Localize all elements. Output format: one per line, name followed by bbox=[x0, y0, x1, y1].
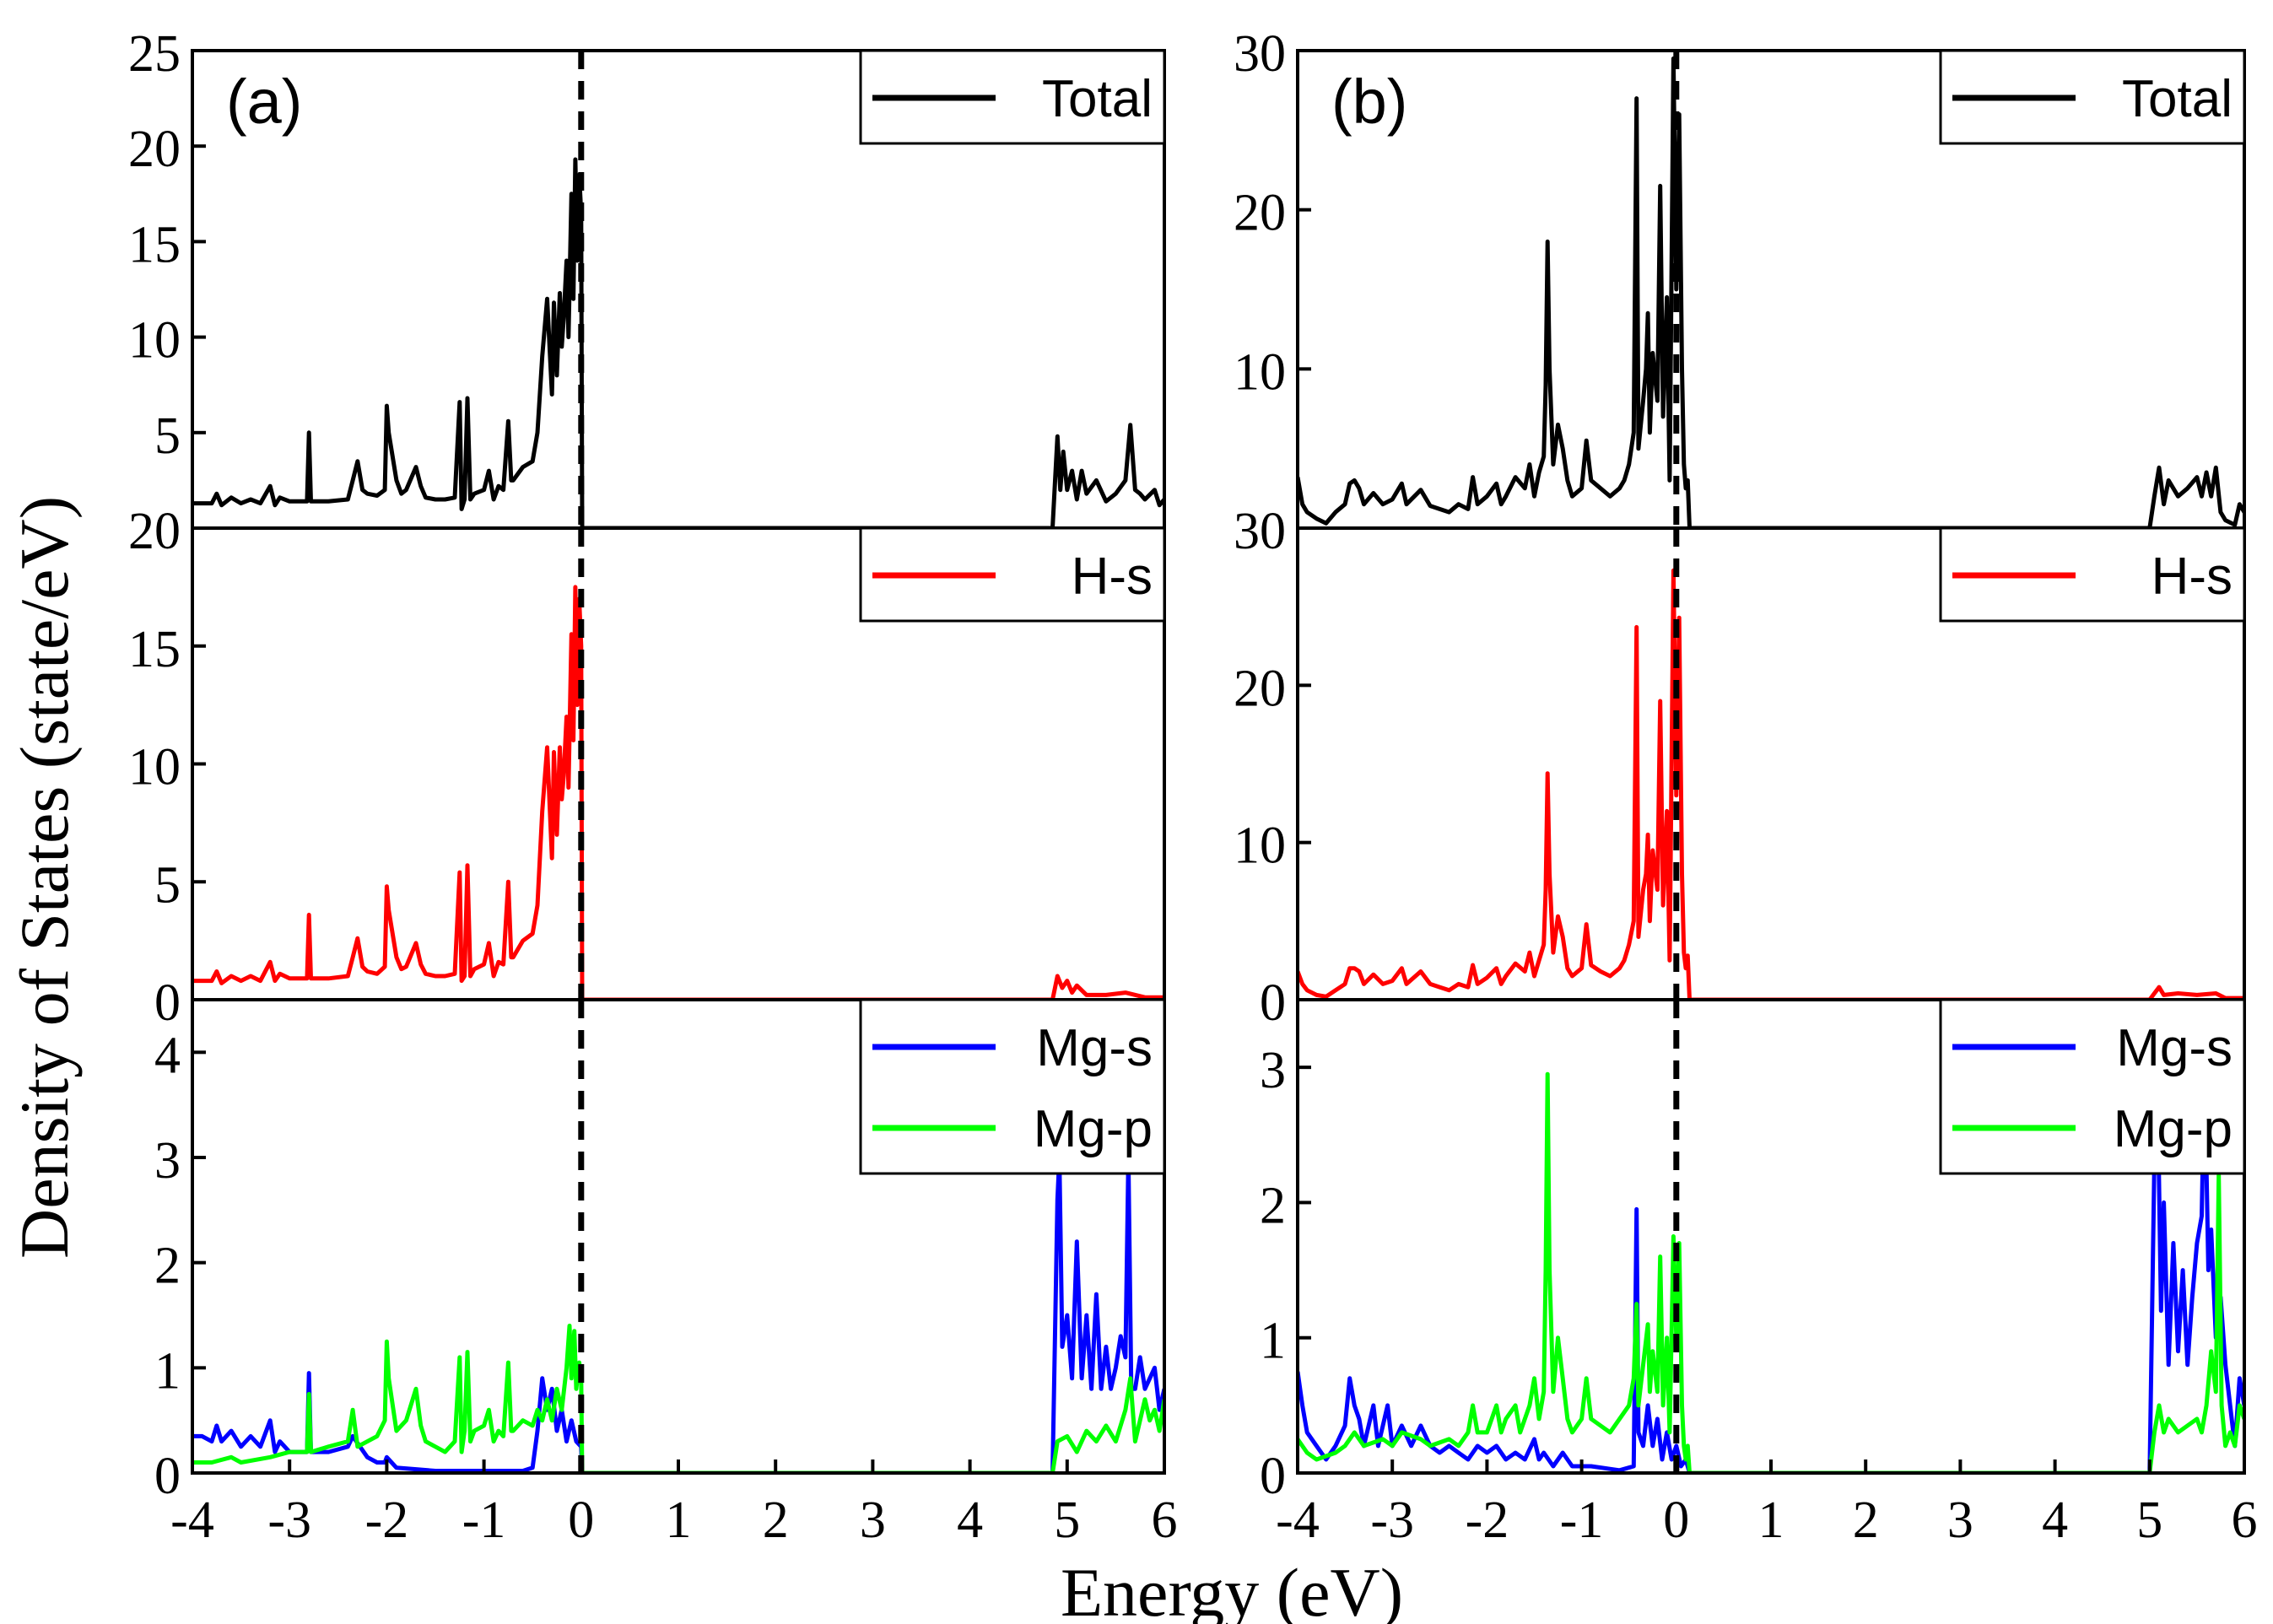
series-line-h-s bbox=[1298, 568, 2244, 1000]
y-tick-label: 25 bbox=[128, 25, 181, 83]
x-tick-label: 5 bbox=[2136, 1492, 2162, 1549]
y-tick-label: 2 bbox=[1260, 1177, 1286, 1234]
y-tick-label: 15 bbox=[128, 216, 181, 273]
legend-label-h-s: H-s bbox=[2152, 548, 2233, 606]
x-axis-label: Energy (eV) bbox=[1061, 1554, 1403, 1624]
y-tick-label: 10 bbox=[128, 739, 181, 796]
legend: H-s bbox=[859, 526, 1166, 623]
y-tick-label: 3 bbox=[1260, 1042, 1286, 1099]
x-tick-label: -2 bbox=[1466, 1492, 1509, 1549]
legend: Mg-s Mg-p bbox=[1939, 998, 2246, 1175]
x-tick-label: -3 bbox=[1370, 1492, 1414, 1549]
y-tick-label: 5 bbox=[154, 856, 181, 914]
panel-label: (b) bbox=[1331, 67, 1407, 137]
legend-box bbox=[1939, 998, 2246, 1175]
y-tick-label: 0 bbox=[1260, 1448, 1286, 1505]
y-tick-label: 0 bbox=[1260, 974, 1286, 1032]
x-tick-label: 6 bbox=[2232, 1492, 2258, 1549]
y-tick-label: 0 bbox=[154, 1448, 181, 1505]
x-tick-label: -1 bbox=[462, 1492, 506, 1549]
series-line-mg-p bbox=[192, 1324, 1164, 1473]
x-tick-label: 2 bbox=[763, 1492, 789, 1549]
x-tick-label: -1 bbox=[1560, 1492, 1604, 1549]
series-line-total bbox=[1298, 56, 2244, 528]
y-tick-label: 10 bbox=[128, 312, 181, 370]
subplot-b-1: 10 20 30 Total bbox=[1234, 25, 2246, 530]
legend-label-mg-s: Mg-s bbox=[2116, 1019, 2233, 1077]
legend-label-mg-p: Mg-p bbox=[2114, 1100, 2233, 1158]
legend: Total bbox=[859, 49, 1166, 145]
y-tick-label: 10 bbox=[1234, 343, 1286, 401]
series-line-mg-s bbox=[192, 1155, 1164, 1473]
x-tick-label: 3 bbox=[860, 1492, 886, 1549]
y-tick-label: 2 bbox=[154, 1238, 181, 1295]
y-tick-label: 10 bbox=[1234, 817, 1286, 875]
x-tick-label: 1 bbox=[666, 1492, 692, 1549]
x-tick-label: 0 bbox=[568, 1492, 594, 1549]
y-tick-label: 30 bbox=[1234, 503, 1286, 560]
legend-label-h-s: H-s bbox=[1072, 548, 1153, 606]
legend-label-total: Total bbox=[1042, 70, 1153, 128]
x-tick-label: 5 bbox=[1054, 1492, 1080, 1549]
legend-label-mg-s: Mg-s bbox=[1036, 1019, 1153, 1077]
subplot-a-2: 0 5 10 15 20 H-s bbox=[128, 503, 1166, 1032]
x-tick-label: 0 bbox=[1663, 1492, 1689, 1549]
series-line-total bbox=[192, 157, 1164, 528]
legend: H-s bbox=[1939, 526, 2246, 623]
x-tick-label: 4 bbox=[2042, 1492, 2068, 1549]
legend-label-mg-p: Mg-p bbox=[1034, 1100, 1153, 1158]
y-axis-label: Density of States (state/eV) bbox=[6, 496, 83, 1259]
series-line-mg-p bbox=[1298, 1071, 2244, 1473]
legend: Mg-s Mg-p bbox=[859, 998, 1166, 1175]
y-tick-label: 30 bbox=[1234, 25, 1286, 83]
x-tick-label: -3 bbox=[267, 1492, 311, 1549]
x-tick-label: -4 bbox=[170, 1492, 214, 1549]
y-tick-label: 4 bbox=[154, 1027, 181, 1084]
legend: Total bbox=[1939, 49, 2246, 145]
x-tick-label: 1 bbox=[1758, 1492, 1784, 1549]
y-tick-label: 5 bbox=[154, 407, 181, 465]
y-tick-label: 1 bbox=[154, 1342, 181, 1400]
x-tick-label: 6 bbox=[1152, 1492, 1178, 1549]
x-tick-label: 2 bbox=[1853, 1492, 1879, 1549]
y-tick-label: 0 bbox=[154, 974, 181, 1032]
subplot-b-3: 0 1 2 3 Mg-s Mg-p -4 -3 -2 -1 0 1 2 3 4 5 6 bbox=[1260, 998, 2258, 1549]
panel-label: (a) bbox=[226, 67, 302, 137]
x-tick-label: 3 bbox=[1947, 1492, 1973, 1549]
subplot-a-3: 0 1 2 3 4 Mg-s Mg-p -4 -3 -2 -1 0 1 2 3 4 5 6 bbox=[154, 998, 1178, 1549]
x-tick-label: -2 bbox=[365, 1492, 409, 1549]
x-tick-label: -4 bbox=[1276, 1492, 1320, 1549]
y-tick-label: 15 bbox=[128, 621, 181, 678]
y-tick-label: 20 bbox=[1234, 185, 1286, 242]
y-tick-label: 3 bbox=[154, 1132, 181, 1190]
legend-box bbox=[859, 998, 1166, 1175]
y-tick-label: 20 bbox=[128, 503, 181, 560]
legend-label-total: Total bbox=[2122, 70, 2233, 128]
y-tick-label: 20 bbox=[128, 121, 181, 178]
y-tick-label: 20 bbox=[1234, 660, 1286, 717]
x-tick-label: 4 bbox=[957, 1492, 983, 1549]
subplot-b-2: 0 10 20 30 H-s bbox=[1234, 503, 2246, 1032]
y-tick-label: 1 bbox=[1260, 1313, 1286, 1370]
